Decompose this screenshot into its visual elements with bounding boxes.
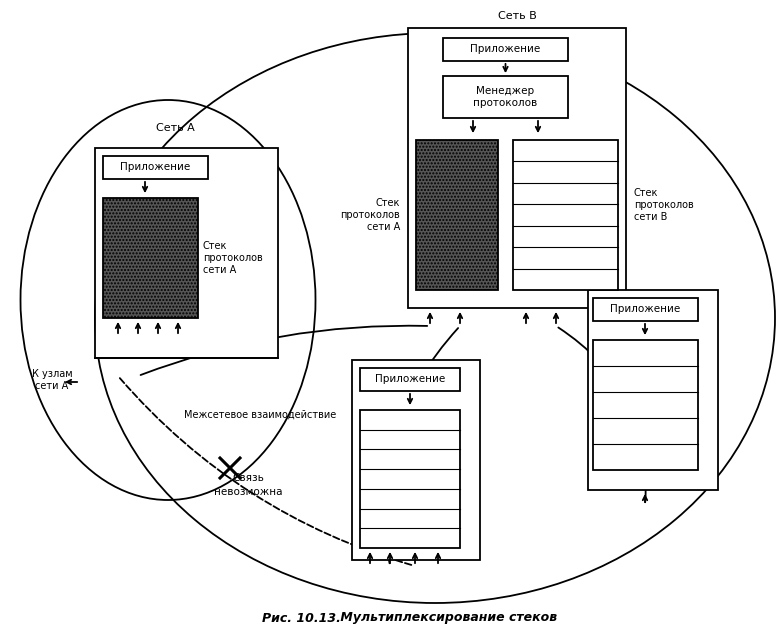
Bar xyxy=(593,298,698,321)
Bar xyxy=(352,360,480,560)
Bar xyxy=(408,28,626,308)
Text: К узлам
сети А: К узлам сети А xyxy=(32,370,72,391)
Bar xyxy=(360,368,460,391)
Text: Менеджер
протоколов: Менеджер протоколов xyxy=(473,86,538,107)
Text: Сеть А: Сеть А xyxy=(156,123,194,133)
Text: Стек
протоколов
сети В: Стек протоколов сети В xyxy=(634,188,694,223)
Bar xyxy=(443,76,568,118)
Text: Мультиплексирование стеков: Мультиплексирование стеков xyxy=(336,611,557,625)
Bar xyxy=(95,148,278,358)
Text: Межсетевое взаимодействие: Межсетевое взаимодействие xyxy=(184,410,336,420)
Text: Приложение: Приложение xyxy=(471,45,541,55)
Bar xyxy=(513,140,618,290)
Text: Рис. 10.13.: Рис. 10.13. xyxy=(262,611,341,625)
Bar xyxy=(443,38,568,61)
Text: Приложение: Приложение xyxy=(611,305,681,314)
Bar xyxy=(416,140,498,290)
Text: невозможна: невозможна xyxy=(214,487,282,497)
Text: Приложение: Приложение xyxy=(121,163,191,172)
Bar xyxy=(103,156,208,179)
Bar xyxy=(588,290,718,490)
Bar xyxy=(103,198,198,318)
Text: Стек
протоколов
сети А: Стек протоколов сети А xyxy=(203,240,263,275)
Bar xyxy=(593,340,698,470)
Text: Сеть В: Сеть В xyxy=(498,11,536,21)
Bar xyxy=(360,410,460,548)
Text: Приложение: Приложение xyxy=(375,375,445,385)
Text: Стек
протоколов
сети А: Стек протоколов сети А xyxy=(340,198,400,232)
Text: Связь: Связь xyxy=(232,473,264,483)
